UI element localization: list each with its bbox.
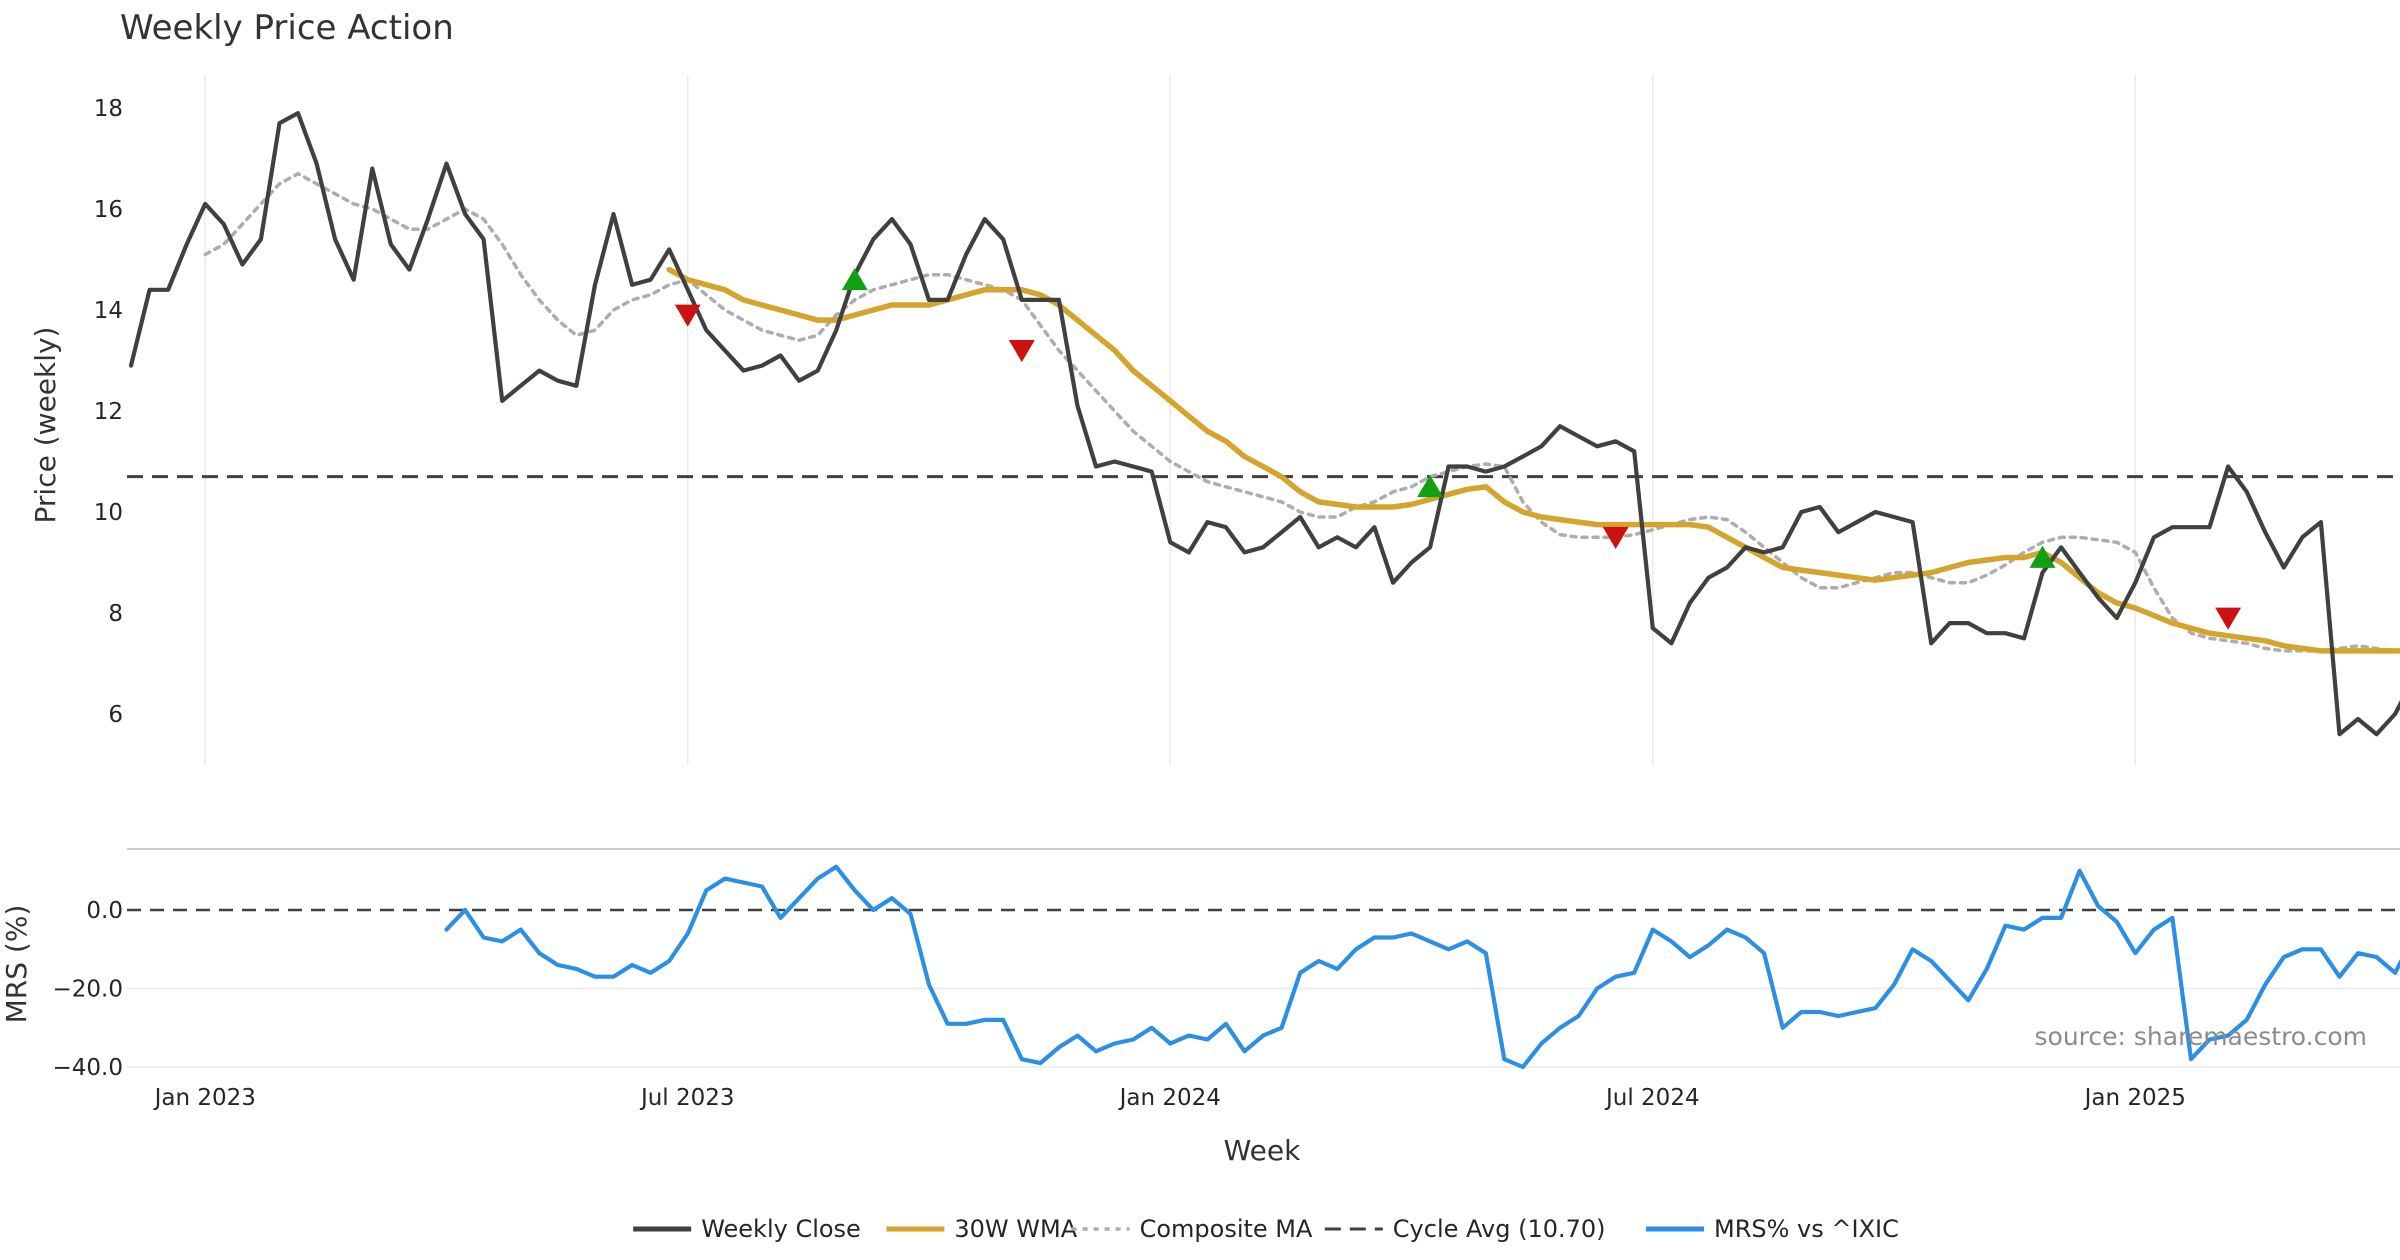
- price-y-tick: 8: [108, 601, 123, 627]
- legend-item: Weekly Close: [633, 1215, 861, 1243]
- buy-signal-marker: [841, 268, 868, 291]
- sell-signal-marker: [674, 304, 701, 327]
- sell-signal-marker: [2215, 607, 2242, 630]
- price-y-tick: 16: [94, 197, 123, 223]
- source-annotation: source: sharemaestro.com: [2035, 1022, 2368, 1051]
- price-y-tick: 12: [94, 399, 123, 425]
- mrs-line: [444, 864, 2400, 1070]
- legend-item: 30W WMA: [886, 1215, 1078, 1243]
- price-y-tick: 14: [94, 298, 123, 324]
- buy-signal-marker: [1417, 475, 1444, 498]
- mrs-y-tick: −40.0: [53, 1055, 123, 1081]
- weekly-close-line: [128, 110, 2400, 737]
- x-tick-label: Jul 2023: [639, 1085, 735, 1111]
- composite-ma-line: [203, 171, 2400, 654]
- buy-signal-marker: [2029, 545, 2056, 568]
- price-series: [127, 110, 2400, 737]
- x-tick-labels: Jan 2023 Jul 2023 Jan 2024 Jul 2024 Jan 2025…: [153, 1085, 2186, 1111]
- x-tick-label: Jan 2025: [2083, 1085, 2186, 1111]
- price-gridlines: [204, 75, 2137, 765]
- mrs-y-tick: −20.0: [53, 977, 123, 1003]
- mrs-y-axis-title: MRS (%): [0, 905, 33, 1024]
- signal-markers: [674, 268, 2242, 630]
- x-tick-label: Jan 2023: [153, 1085, 256, 1111]
- x-tick-label: Jan 2024: [1118, 1085, 1221, 1111]
- legend-item: MRS% vs ^IXIC: [1646, 1215, 1899, 1243]
- wma-30w-line: [666, 266, 2400, 654]
- chart-title: Weekly Price Action: [120, 8, 454, 48]
- mrs-y-tick-labels: 0.0 −20.0 −40.0: [53, 898, 123, 1081]
- mrs-y-tick: 0.0: [86, 898, 123, 924]
- legend-item: Composite MA: [1071, 1215, 1313, 1243]
- legend-label: 30W WMA: [954, 1215, 1077, 1243]
- mrs-gridlines: [127, 908, 2400, 1068]
- mrs-series: [444, 864, 2400, 1070]
- x-axis-title: Week: [1224, 1134, 1301, 1167]
- price-y-tick: 6: [108, 702, 123, 728]
- price-y-tick: 10: [94, 500, 123, 526]
- sell-signal-marker: [1602, 526, 1629, 549]
- price-y-tick-labels: 6 8 10 12 14 16 18: [94, 96, 123, 728]
- sell-signal-marker: [1008, 340, 1035, 363]
- legend: Weekly Close 30W WMA Composite MA Cycle Avg…: [633, 1215, 1899, 1243]
- price-y-axis-title: Price (weekly): [29, 327, 62, 524]
- legend-label: Composite MA: [1140, 1215, 1313, 1243]
- legend-label: Weekly Close: [701, 1215, 861, 1243]
- legend-item: Cycle Avg (10.70): [1324, 1215, 1606, 1243]
- price-y-tick: 18: [94, 96, 123, 122]
- x-tick-label: Jul 2024: [1604, 1085, 1700, 1111]
- legend-label: Cycle Avg (10.70): [1393, 1215, 1606, 1243]
- legend-label: MRS% vs ^IXIC: [1714, 1215, 1899, 1243]
